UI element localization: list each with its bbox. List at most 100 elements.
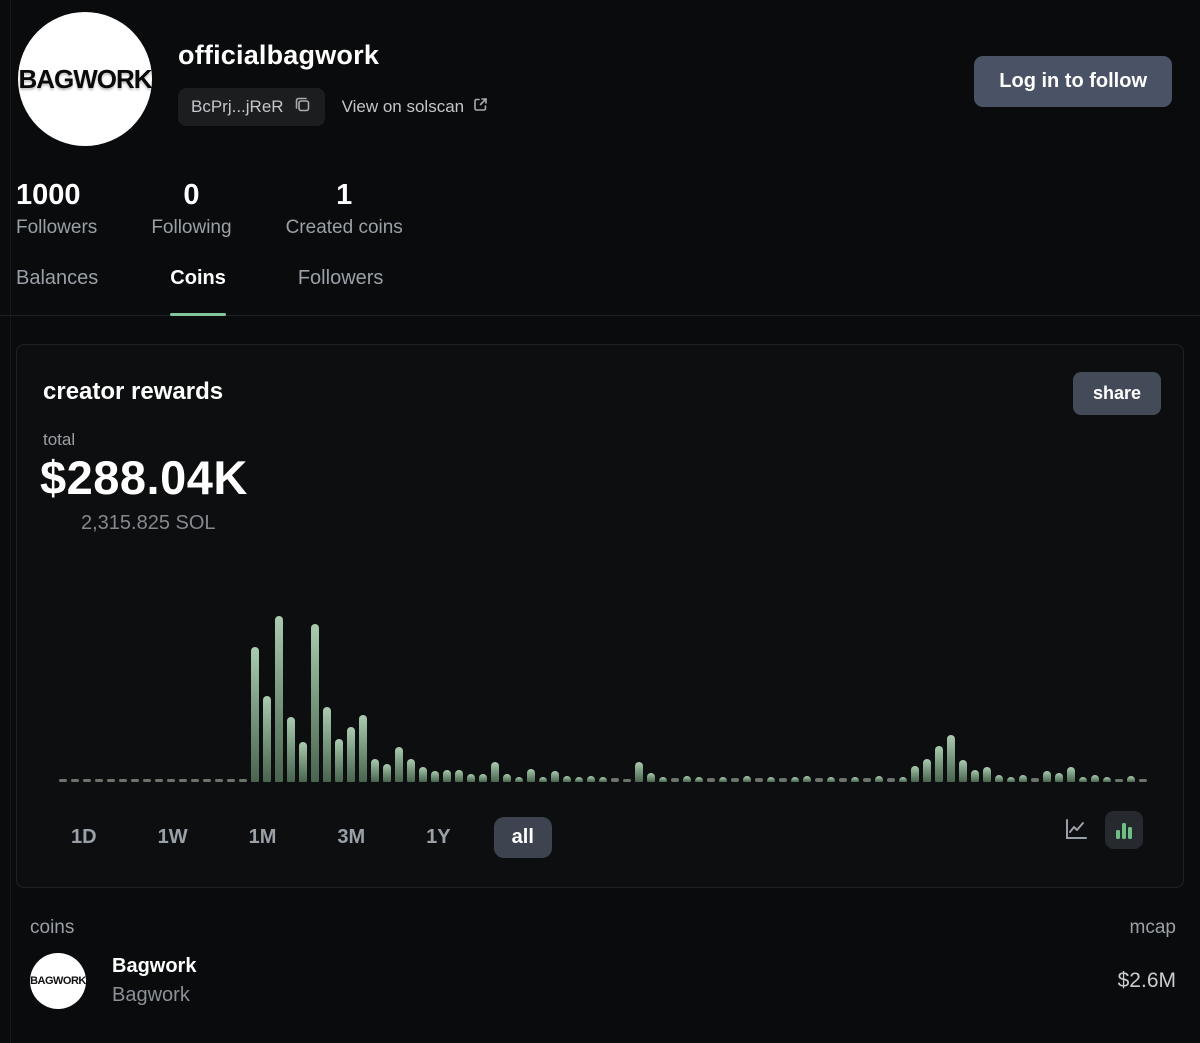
chart-bar xyxy=(683,776,691,782)
chart-mode-row xyxy=(1061,811,1143,849)
chart-bar xyxy=(503,774,511,782)
chart-bar xyxy=(443,770,451,782)
share-button[interactable]: share xyxy=(1072,372,1161,415)
timeframe-3m[interactable]: 3M xyxy=(323,817,379,858)
chart-bar xyxy=(1043,771,1051,782)
creator-rewards-card: creator rewards share total $288.04K 2,3… xyxy=(16,344,1184,888)
chart-bar xyxy=(83,779,91,782)
coin-avatar: BAGWORK xyxy=(30,953,86,1009)
chart-bar xyxy=(335,739,343,782)
stat-following: 0 Following xyxy=(151,179,231,239)
chart-bar xyxy=(587,776,595,782)
chart-bar xyxy=(95,779,103,782)
rewards-bar-chart[interactable] xyxy=(59,545,1159,782)
chart-bar xyxy=(539,777,547,782)
chart-bar xyxy=(923,759,931,782)
card-title: creator rewards xyxy=(43,378,224,405)
chart-bar xyxy=(227,779,235,782)
stat-created-coins: 1 Created coins xyxy=(286,179,403,239)
chart-bar xyxy=(875,776,883,782)
stat-value: 1 xyxy=(336,179,353,211)
stat-label: Following xyxy=(151,217,232,238)
coin-symbol: Bagwork xyxy=(112,984,190,1006)
chart-bar xyxy=(359,715,367,782)
solscan-label: View on solscan xyxy=(341,97,465,116)
timeframe-1d[interactable]: 1D xyxy=(57,817,111,858)
wallet-address-chip[interactable]: BcPrj...jReR xyxy=(178,88,325,126)
tab-coins[interactable]: Coins xyxy=(170,267,226,316)
chart-bar xyxy=(887,778,895,782)
chart-bar xyxy=(755,778,763,782)
chart-bar xyxy=(839,778,847,782)
chart-bar xyxy=(695,777,703,782)
page-left-border xyxy=(10,0,11,1043)
chart-bar xyxy=(263,696,271,782)
chart-bar xyxy=(491,762,499,782)
wallet-address: BcPrj...jReR xyxy=(191,97,284,116)
chart-bar xyxy=(971,770,979,782)
chart-bar xyxy=(395,747,403,782)
external-link-icon xyxy=(472,96,489,118)
chart-bar xyxy=(899,777,907,782)
chart-bar xyxy=(743,776,751,782)
chart-bar xyxy=(527,769,535,782)
total-sol-value: 2,315.825 SOL xyxy=(81,512,216,534)
bar-chart-icon[interactable] xyxy=(1105,811,1143,849)
chart-bar xyxy=(911,766,919,782)
chart-bar xyxy=(299,742,307,782)
chart-bar xyxy=(239,779,247,782)
stat-value: 0 xyxy=(183,179,200,211)
chart-bar xyxy=(647,773,655,782)
chart-bar xyxy=(863,778,871,782)
view-on-solscan-link[interactable]: View on solscan xyxy=(342,96,490,118)
coins-list: BAGWORK Bagwork Bagwork $2.6M xyxy=(0,939,1200,1009)
chart-bar xyxy=(323,707,331,782)
chart-bar xyxy=(731,778,739,782)
copy-icon[interactable] xyxy=(293,95,312,119)
chart-bar xyxy=(155,779,163,782)
chart-bar xyxy=(1139,779,1147,782)
chart-bar xyxy=(347,727,355,782)
line-chart-icon[interactable] xyxy=(1061,815,1091,845)
coin-names: Bagwork Bagwork xyxy=(112,955,196,1007)
chart-bar xyxy=(1055,773,1063,782)
coin-mcap-value: $2.6M xyxy=(1117,969,1176,992)
stats-row: 1000 Followers 0 Following 1 Created coins xyxy=(0,179,1200,239)
timeframe-all[interactable]: all xyxy=(493,817,552,858)
avatar-text: BAGWORK xyxy=(18,63,152,94)
chart-bar xyxy=(779,778,787,782)
chart-bar xyxy=(203,779,211,782)
coin-row[interactable]: BAGWORK Bagwork Bagwork $2.6M xyxy=(0,939,1200,1009)
chart-bar xyxy=(371,759,379,782)
chart-bar xyxy=(671,778,679,782)
chart-bar xyxy=(803,776,811,782)
tab-balances[interactable]: Balances xyxy=(16,267,99,289)
chart-bar xyxy=(1127,776,1135,782)
timeframe-1y[interactable]: 1Y xyxy=(412,817,464,858)
login-to-follow-button[interactable]: Log in to follow xyxy=(974,56,1172,107)
identity-column: officialbagwork BcPrj...jReR View on sol… xyxy=(178,40,489,126)
timeframe-1m[interactable]: 1M xyxy=(235,817,291,858)
total-label: total xyxy=(43,430,76,449)
chart-bar xyxy=(1091,775,1099,782)
tab-followers[interactable]: Followers xyxy=(297,267,384,289)
coin-name: Bagwork xyxy=(112,955,197,977)
chart-bar xyxy=(767,777,775,782)
chart-bar xyxy=(1079,777,1087,782)
chart-bar xyxy=(1103,777,1111,782)
chart-bar xyxy=(947,735,955,782)
chart-bar xyxy=(623,779,631,782)
chart-bar xyxy=(719,777,727,782)
coins-list-header: coins mcap xyxy=(0,917,1200,939)
address-row: BcPrj...jReR View on solscan xyxy=(178,88,489,126)
chart-bar xyxy=(179,779,187,782)
timeframe-1w[interactable]: 1W xyxy=(144,817,202,858)
chart-bar xyxy=(515,777,523,782)
chart-bar xyxy=(191,779,199,782)
chart-bar xyxy=(131,779,139,782)
chart-bar xyxy=(107,779,115,782)
chart-bar xyxy=(467,774,475,782)
chart-bar xyxy=(1067,767,1075,782)
chart-bar xyxy=(215,779,223,782)
profile-tabs: Balances Coins Followers xyxy=(0,267,1200,316)
